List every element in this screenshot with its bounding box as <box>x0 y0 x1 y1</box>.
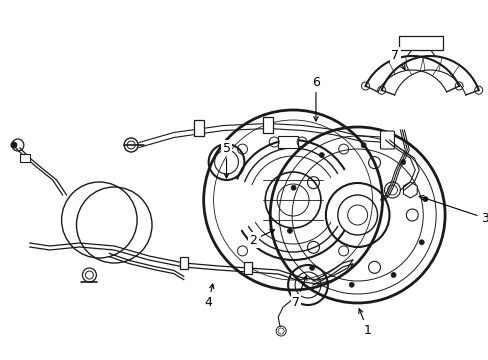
Text: 7: 7 <box>390 49 404 69</box>
Text: 3: 3 <box>418 195 488 225</box>
Circle shape <box>361 143 366 148</box>
Circle shape <box>309 265 314 270</box>
Text: 4: 4 <box>204 284 213 309</box>
Circle shape <box>287 228 292 233</box>
FancyBboxPatch shape <box>380 131 394 149</box>
Circle shape <box>319 153 324 158</box>
Bar <box>278 136 298 148</box>
Circle shape <box>418 240 424 245</box>
Bar <box>263 117 273 133</box>
Circle shape <box>390 273 395 278</box>
Text: 6: 6 <box>311 76 319 121</box>
Bar <box>244 262 252 274</box>
Text: 7: 7 <box>291 276 306 309</box>
Circle shape <box>290 185 296 190</box>
Text: 1: 1 <box>358 309 371 337</box>
Text: 5: 5 <box>222 141 230 178</box>
Bar <box>193 120 203 136</box>
Circle shape <box>11 142 17 148</box>
Bar <box>399 36 442 50</box>
Text: 2: 2 <box>249 230 274 247</box>
Circle shape <box>348 282 353 287</box>
Bar <box>20 154 30 162</box>
Circle shape <box>400 159 405 165</box>
Circle shape <box>422 197 427 202</box>
Bar <box>180 257 187 269</box>
